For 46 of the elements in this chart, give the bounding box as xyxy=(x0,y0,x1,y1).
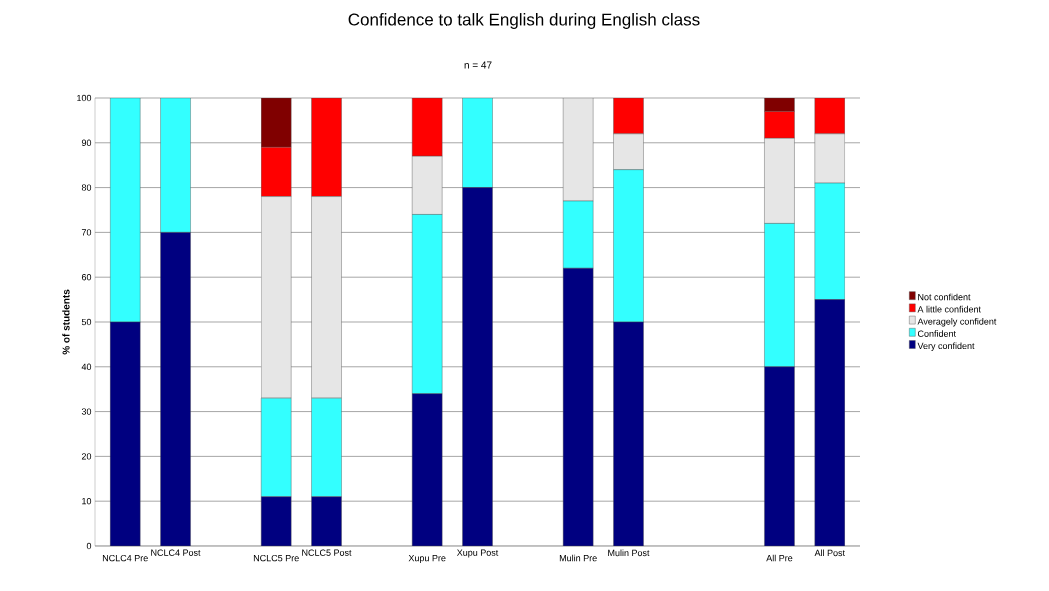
x-tick-label: All Post xyxy=(814,549,845,557)
y-tick-label: 60 xyxy=(81,274,92,281)
x-tick-label: All Pre xyxy=(766,554,793,562)
x-tick-label: NCLC4 Pre xyxy=(102,554,148,562)
bar xyxy=(260,397,292,497)
bar xyxy=(814,182,846,300)
y-tick-label: 30 xyxy=(81,408,92,415)
x-tick-label: Mulin Pre xyxy=(559,554,597,562)
x-tick-label: Mulin Post xyxy=(608,549,650,557)
legend-label: Averagely confident xyxy=(917,318,997,327)
y-tick-label: 80 xyxy=(81,184,92,191)
bar xyxy=(562,200,594,269)
chart-subtitle: n = 47 xyxy=(464,61,492,69)
y-tick-label: 0 xyxy=(86,542,92,550)
bar xyxy=(110,97,141,323)
bar xyxy=(260,147,292,197)
y-tick-label: 100 xyxy=(77,94,92,102)
x-tick-label: NCLC5 Post xyxy=(302,549,352,556)
x-tick-label: NCLC4 Post xyxy=(151,549,201,556)
y-axis-title: % of students xyxy=(62,289,70,355)
bar xyxy=(764,111,795,139)
bar xyxy=(613,169,644,323)
bar xyxy=(613,97,644,135)
legend-label: Very confident xyxy=(917,342,975,351)
x-tick-label: Xupu Post xyxy=(456,549,499,558)
bar xyxy=(311,97,342,197)
legend-label: Not confident xyxy=(918,293,971,301)
bar xyxy=(613,133,644,170)
bar xyxy=(462,97,493,188)
y-tick-label: 40 xyxy=(81,363,92,370)
x-tick-label: NCLC5 Pre xyxy=(253,554,299,562)
y-tick-label: 10 xyxy=(82,497,92,505)
bar xyxy=(160,97,191,233)
x-tick-label: Xupu Pre xyxy=(408,555,446,564)
y-tick-label: 70 xyxy=(81,229,92,236)
chart-title: Confidence to talk English during English class xyxy=(348,13,700,29)
y-tick-label: 20 xyxy=(81,453,92,460)
bar xyxy=(411,214,443,394)
bar xyxy=(411,97,443,157)
y-tick-label: 50 xyxy=(81,318,92,326)
legend-label: Confident xyxy=(917,330,956,337)
bar xyxy=(311,397,342,497)
y-tick-label: 90 xyxy=(81,139,92,146)
bar xyxy=(764,223,795,367)
bar xyxy=(814,97,846,135)
legend-label: A little confident xyxy=(917,305,981,313)
